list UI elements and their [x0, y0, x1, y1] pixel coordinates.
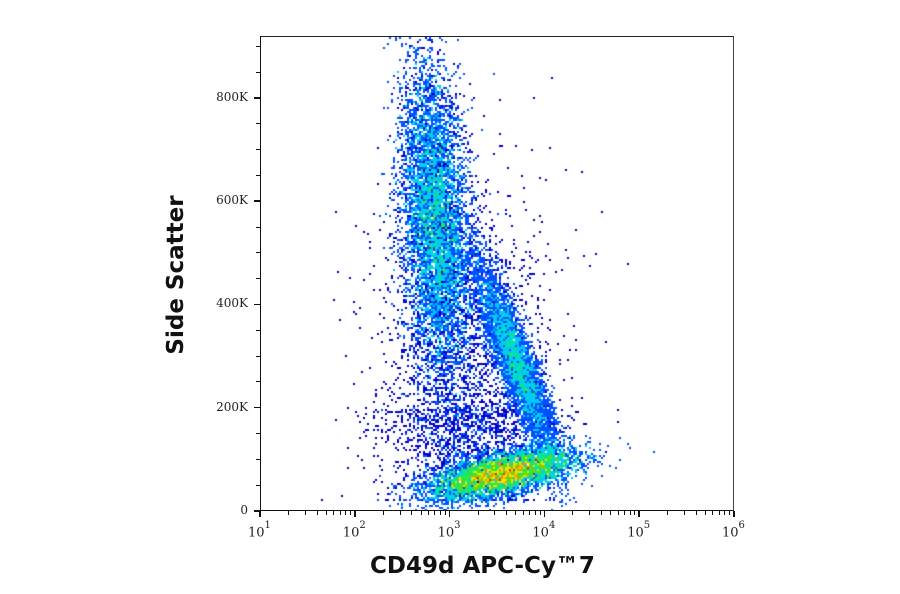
y-tick-label: 400K: [216, 296, 248, 311]
x-tick-label: 103: [437, 520, 461, 541]
y-minor-tick: [256, 433, 260, 435]
x-minor-tick: [439, 511, 441, 515]
y-minor-tick: [256, 355, 260, 357]
x-axis-label: CD49d APC-Cy™7: [370, 553, 595, 579]
x-minor-tick: [529, 511, 531, 515]
y-minor-tick: [256, 329, 260, 331]
x-tick-label: 102: [342, 520, 366, 541]
y-minor-tick: [256, 149, 260, 151]
y-minor-tick: [256, 484, 260, 486]
x-minor-tick: [667, 511, 669, 515]
x-minor-tick: [683, 511, 685, 515]
x-minor-tick: [444, 511, 446, 515]
x-minor-tick: [724, 511, 726, 515]
y-minor-tick: [256, 71, 260, 73]
x-minor-tick: [617, 511, 619, 515]
x-minor-tick: [515, 511, 517, 515]
x-minor-tick: [522, 511, 524, 515]
x-minor-tick: [399, 511, 401, 515]
y-tick-label: 800K: [216, 89, 248, 104]
x-minor-tick: [600, 511, 602, 515]
x-tick-label: 105: [627, 520, 651, 541]
x-minor-tick: [629, 511, 631, 515]
x-minor-tick: [695, 511, 697, 515]
y-minor-tick: [256, 458, 260, 460]
x-minor-tick: [333, 511, 335, 515]
x-minor-tick: [349, 511, 351, 515]
x-tick-label: 104: [532, 520, 556, 541]
y-tick-label: 600K: [216, 193, 248, 208]
y-tick-label: 0: [240, 503, 248, 517]
y-axis-label: Side Scatter: [163, 195, 189, 355]
x-minor-tick: [304, 511, 306, 515]
plot-area-frame: [260, 36, 734, 511]
x-minor-tick: [477, 511, 479, 515]
x-major-tick: [543, 511, 546, 517]
x-tick-label: 101: [248, 520, 271, 541]
x-minor-tick: [420, 511, 422, 515]
x-minor-tick: [610, 511, 612, 515]
x-minor-tick: [712, 511, 714, 515]
y-minor-tick: [256, 252, 260, 254]
x-major-tick: [354, 511, 356, 517]
x-minor-tick: [288, 511, 290, 515]
x-major-tick: [638, 511, 640, 517]
x-minor-tick: [634, 511, 636, 515]
x-minor-tick: [506, 511, 508, 515]
x-major-tick: [733, 511, 735, 517]
y-minor-tick: [256, 226, 260, 228]
y-minor-tick: [256, 381, 260, 383]
y-minor-tick: [256, 174, 260, 176]
x-minor-tick: [382, 511, 384, 515]
y-tick-label: 200K: [216, 399, 248, 414]
y-major-tick: [254, 406, 260, 409]
x-minor-tick: [729, 511, 731, 515]
x-minor-tick: [494, 511, 496, 515]
x-minor-tick: [624, 511, 625, 515]
x-minor-tick: [428, 511, 430, 515]
x-tick-label: 106: [722, 520, 745, 541]
x-minor-tick: [718, 511, 720, 515]
scatter-density-plot: [261, 37, 733, 510]
x-minor-tick: [325, 511, 327, 515]
y-major-tick: [254, 200, 260, 202]
x-minor-tick: [589, 511, 591, 515]
x-minor-tick: [534, 511, 536, 515]
x-minor-tick: [345, 511, 347, 515]
x-minor-tick: [572, 511, 574, 515]
x-minor-tick: [704, 511, 706, 515]
x-minor-tick: [434, 511, 436, 515]
x-minor-tick: [411, 511, 413, 515]
y-major-tick: [254, 97, 260, 99]
x-minor-tick: [316, 511, 318, 515]
x-minor-tick: [339, 511, 341, 515]
x-major-tick: [448, 511, 451, 517]
x-minor-tick: [539, 511, 541, 515]
y-minor-tick: [256, 123, 260, 125]
y-major-tick: [254, 303, 260, 306]
x-major-tick: [259, 511, 261, 517]
y-minor-tick: [256, 278, 260, 280]
y-major-tick: [254, 510, 260, 512]
y-minor-tick: [256, 45, 260, 47]
